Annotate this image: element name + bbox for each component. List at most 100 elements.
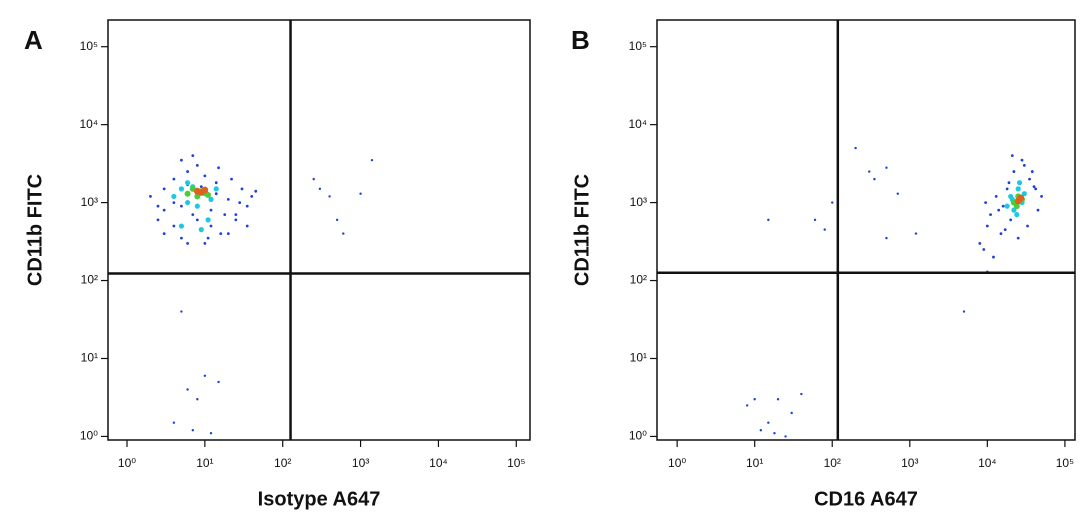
y-tick-label: 10⁰ xyxy=(629,429,647,443)
event-dot xyxy=(196,398,199,401)
event-dot xyxy=(767,218,770,222)
event-dot xyxy=(205,217,211,223)
event-dot xyxy=(854,146,857,150)
plot-frame xyxy=(107,19,531,441)
event-dot xyxy=(217,166,220,170)
event-dot xyxy=(186,241,189,245)
event-dot xyxy=(234,213,238,217)
event-dot xyxy=(359,192,362,195)
event-dot xyxy=(1016,236,1020,240)
event-dot xyxy=(776,398,780,401)
event-dot xyxy=(203,241,207,245)
y-tick-label: 10⁵ xyxy=(80,39,98,53)
x-axis-title: Isotype A647 xyxy=(258,488,381,510)
x-tick-label: 10⁵ xyxy=(1056,456,1074,470)
event-dot xyxy=(784,435,787,438)
event-dot xyxy=(201,186,209,194)
y-tick-label: 10⁰ xyxy=(80,429,98,443)
event-dot xyxy=(156,204,160,208)
event-dot xyxy=(180,204,183,208)
x-tick-label: 10¹ xyxy=(746,456,763,470)
y-tick-label: 10⁴ xyxy=(79,117,98,131)
x-tick-label: 10² xyxy=(824,456,841,470)
event-dot xyxy=(1030,170,1034,173)
event-dot xyxy=(172,421,176,424)
y-tick-label: 10³ xyxy=(81,195,98,209)
event-dot xyxy=(790,411,793,415)
event-dot xyxy=(194,193,201,200)
event-dot xyxy=(209,208,213,212)
event-dot xyxy=(254,189,258,193)
event-dot xyxy=(328,195,331,198)
event-dot xyxy=(1012,170,1016,173)
panel-label: A xyxy=(24,25,43,55)
event-dot xyxy=(885,166,888,169)
event-dot xyxy=(1034,187,1038,191)
event-dot xyxy=(198,227,204,233)
event-dot xyxy=(149,195,152,198)
event-dot xyxy=(1040,195,1043,198)
event-dot xyxy=(1004,203,1010,209)
event-dot xyxy=(162,187,166,191)
event-dot xyxy=(773,432,776,435)
event-dot xyxy=(759,429,763,432)
event-dot xyxy=(342,232,345,235)
y-tick-label: 10¹ xyxy=(630,351,647,365)
event-dot xyxy=(813,218,817,222)
event-dot xyxy=(1020,158,1024,162)
x-tick-label: 10⁵ xyxy=(507,456,525,470)
event-dot xyxy=(191,154,195,158)
y-tick-label: 10³ xyxy=(630,195,647,209)
event-dot xyxy=(203,374,207,377)
event-dot xyxy=(226,232,230,236)
event-dot xyxy=(171,193,177,200)
event-dot xyxy=(214,192,218,196)
event-dot xyxy=(156,218,160,222)
event-dot xyxy=(999,232,1003,236)
event-dot xyxy=(978,241,982,245)
y-axis-title: CD11b FITC xyxy=(24,174,46,286)
event-dot xyxy=(245,204,249,208)
event-dot xyxy=(206,236,210,240)
event-dot xyxy=(172,177,176,181)
event-dot xyxy=(885,236,888,240)
y-tick-label: 10⁴ xyxy=(628,117,647,131)
event-dot xyxy=(203,174,207,178)
x-tick-label: 10⁴ xyxy=(978,456,997,470)
event-dot xyxy=(180,236,183,240)
event-dot xyxy=(800,392,803,396)
x-tick-label: 10¹ xyxy=(196,456,213,470)
event-dot xyxy=(208,196,214,202)
panel-label: B xyxy=(571,25,590,55)
event-dot xyxy=(335,218,339,222)
event-dot xyxy=(217,380,220,384)
event-dot xyxy=(234,218,238,222)
event-dot xyxy=(230,177,233,181)
plot-frame xyxy=(656,19,1076,441)
event-dot xyxy=(1028,177,1031,181)
event-dot xyxy=(172,224,176,228)
event-dot xyxy=(318,187,322,191)
event-dot xyxy=(245,224,249,228)
event-dot xyxy=(184,190,191,197)
event-dot xyxy=(1017,194,1025,202)
event-dot xyxy=(180,310,183,313)
x-tick-label: 10² xyxy=(274,456,291,470)
event-dot xyxy=(191,213,195,217)
y-tick-label: 10² xyxy=(630,273,647,287)
y-tick-label: 10¹ xyxy=(81,351,98,365)
event-dot xyxy=(896,192,899,195)
event-dot xyxy=(997,208,1001,212)
event-dot xyxy=(184,199,191,206)
event-dot xyxy=(194,203,200,209)
event-dot xyxy=(219,232,223,236)
event-dot xyxy=(199,185,203,189)
event-dot xyxy=(985,224,989,228)
event-dot xyxy=(962,310,966,313)
event-dot xyxy=(195,163,199,167)
x-tick-label: 10³ xyxy=(901,456,918,470)
event-dot xyxy=(250,195,254,198)
event-dot xyxy=(209,432,213,435)
event-dot xyxy=(162,208,166,212)
